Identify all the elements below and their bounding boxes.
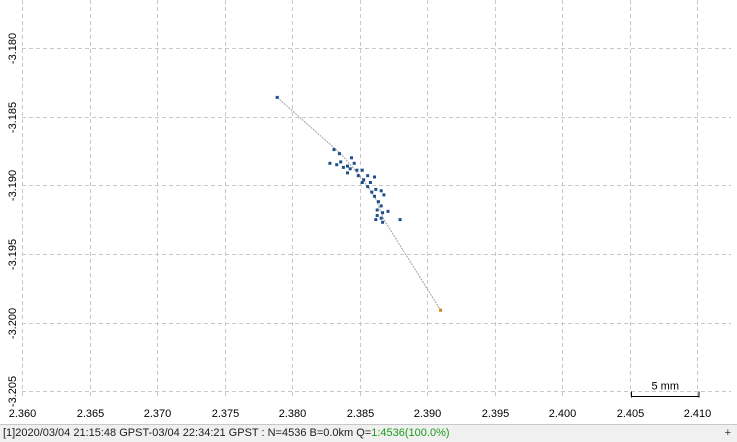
y-tick-label: -3.200 [7, 308, 19, 339]
position-point [381, 211, 385, 215]
position-point [379, 204, 383, 208]
position-point [360, 168, 364, 172]
position-point [332, 148, 336, 152]
status-bar: [1]2020/03/04 21:15:48 GPST-03/04 22:34:… [0, 424, 737, 442]
x-tick-label: 2.380 [279, 408, 307, 420]
position-point [374, 187, 378, 191]
position-point [381, 220, 385, 224]
position-point [275, 95, 279, 99]
x-tick-label: 2.390 [414, 408, 442, 420]
y-tick-labels: -3.180 -3.185 -3.190 -3.195 -3.200 -3.205 [7, 33, 19, 407]
end-point [439, 308, 443, 312]
scale-bar-label: 5 mm [651, 381, 679, 393]
position-point [350, 156, 353, 160]
position-point [355, 168, 359, 172]
position-point [377, 200, 380, 204]
x-tick-label: 2.410 [684, 408, 712, 420]
track-line [276, 97, 442, 311]
position-point [370, 190, 374, 194]
x-tick-label: 2.395 [482, 408, 510, 420]
position-point [366, 174, 370, 178]
x-tick-label: 2.365 [77, 408, 105, 420]
position-point [386, 209, 390, 213]
position-point [373, 194, 376, 198]
position-point [337, 152, 341, 156]
quality-stats: 1:4536(100.0%) [371, 427, 450, 439]
x-tick-label: 2.385 [347, 408, 375, 420]
position-point [398, 218, 402, 222]
position-point [335, 163, 339, 167]
plot-area [0, 0, 737, 424]
x-tick-labels: 2.360 2.365 2.370 2.375 2.380 2.385 2.390 2.395… [9, 408, 712, 420]
x-tick-label: 2.405 [617, 408, 645, 420]
position-point [346, 171, 349, 175]
position-point [368, 181, 372, 184]
y-tick-label: -3.190 [7, 170, 19, 201]
y-tick-label: -3.195 [7, 239, 19, 270]
x-tick-label: 2.370 [144, 408, 172, 420]
y-tick-label: -3.180 [7, 33, 19, 64]
position-point [374, 218, 378, 222]
x-tick-label: 2.360 [9, 408, 37, 420]
position-point [352, 161, 356, 165]
position-point [346, 164, 349, 168]
track-polyline [276, 97, 442, 311]
crosshair-icon[interactable]: + [724, 427, 731, 439]
scale-bar: 5 mm [630, 381, 700, 398]
x-tick-label: 2.400 [549, 408, 577, 420]
status-text: [1]2020/03/04 21:15:48 GPST-03/04 22:34:… [3, 427, 372, 439]
position-point [375, 208, 379, 212]
y-tick-label: -3.185 [7, 102, 19, 133]
position-point [379, 189, 383, 193]
position-point [379, 216, 383, 220]
position-point [339, 160, 343, 164]
position-point [366, 185, 370, 189]
position-point [362, 178, 366, 182]
position-point [373, 175, 376, 179]
position-point [341, 165, 345, 169]
position-point [382, 193, 386, 197]
position-points [275, 95, 443, 312]
position-point [360, 181, 364, 184]
position-point [328, 161, 332, 165]
x-tick-label: 2.375 [212, 408, 240, 420]
position-point [348, 167, 352, 171]
y-tick-label: -3.205 [7, 376, 19, 407]
position-plot[interactable]: 2.360 2.365 2.370 2.375 2.380 2.385 2.390 2.395… [0, 0, 737, 424]
position-point [356, 174, 360, 178]
grid-lines [22, 0, 731, 398]
position-point [375, 214, 379, 217]
